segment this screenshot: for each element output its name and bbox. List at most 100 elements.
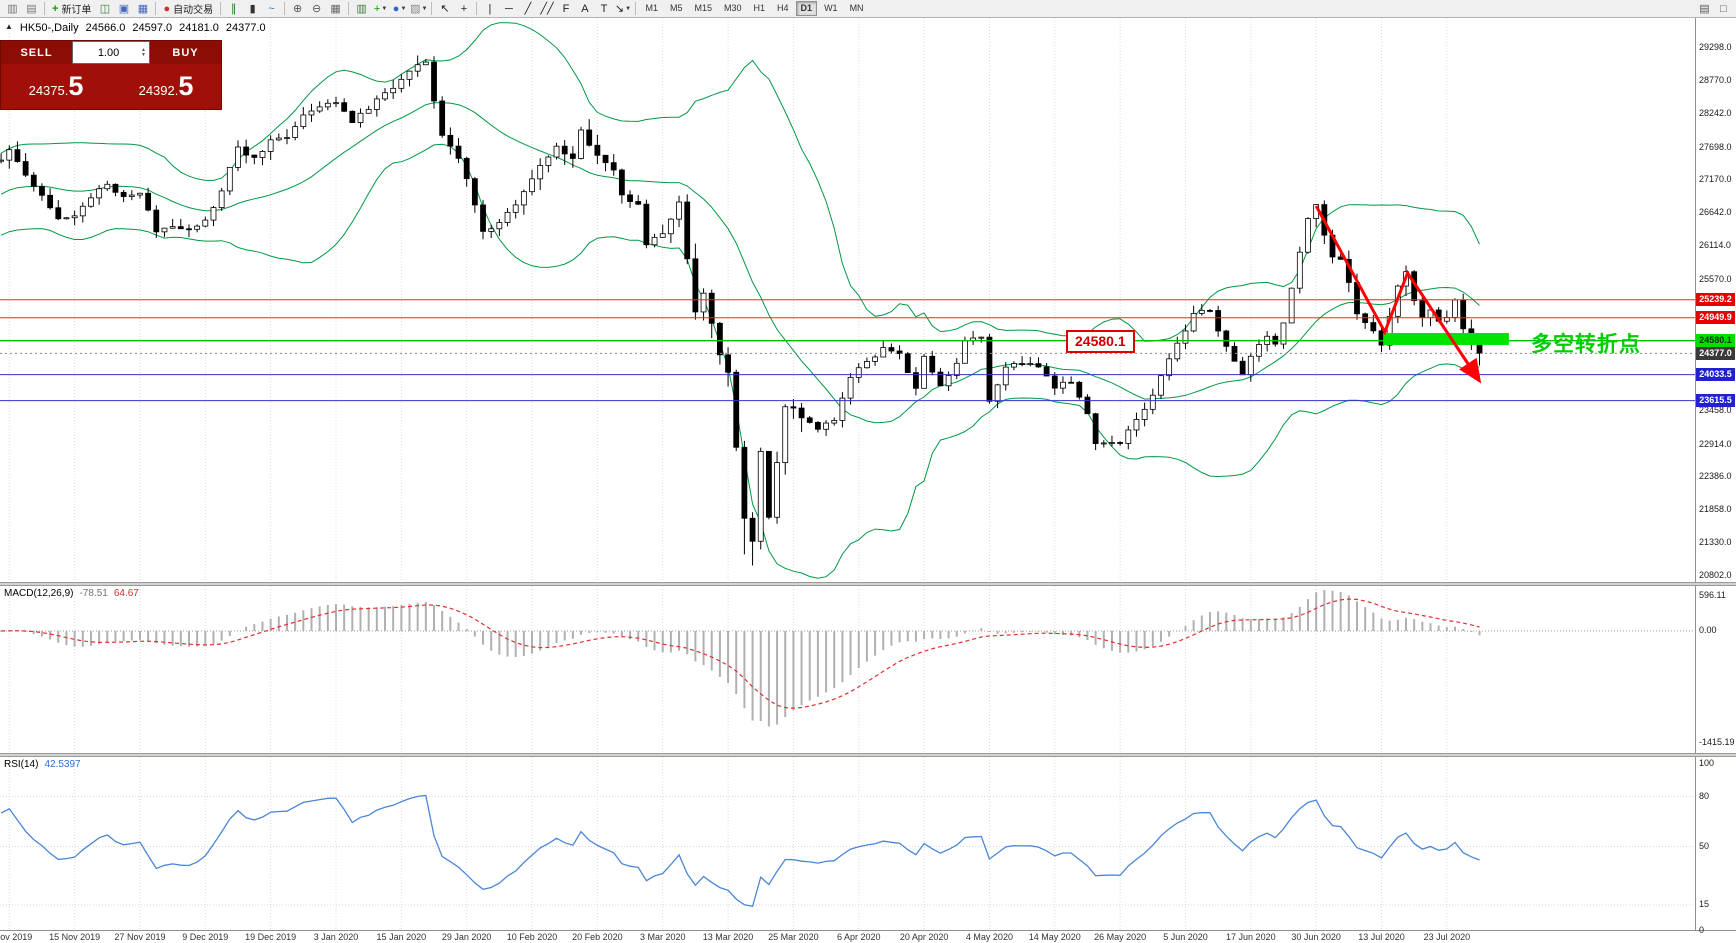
rsi-line — [0, 794, 1480, 908]
ohlc-low: 24181.0 — [179, 22, 219, 34]
arrows-icon[interactable]: ↘ ▼ — [614, 2, 632, 15]
toolbar-separator — [431, 2, 433, 15]
price-axis[interactable] — [1695, 18, 1736, 930]
sell-price[interactable]: 24375. 5 — [1, 73, 111, 100]
rsi-header: RSI(14) 42.5397 — [4, 759, 81, 770]
print-icon[interactable]: ▤ — [1699, 2, 1710, 15]
label-icon[interactable]: T — [600, 2, 608, 15]
ohlc-high: 24597.0 — [132, 22, 173, 34]
timeframe-M30[interactable]: M30 — [724, 3, 742, 13]
symbol-header: ▲ HK50-,Daily 24566.0 24597.0 24181.0 24… — [5, 22, 266, 34]
macd-signal-line — [1, 598, 1480, 709]
rsi-title: RSI(14) — [4, 759, 39, 770]
sell-price-small: 24375. — [28, 83, 69, 98]
periods-icon[interactable]: ● ▼ — [392, 2, 407, 15]
ohlc-open: 24566.0 — [85, 22, 126, 34]
timeframe-H4[interactable]: H4 — [777, 3, 789, 13]
bollinger-lower-band — [0, 143, 1480, 579]
rsi-value: 42.5397 — [44, 759, 81, 770]
rsi-panel — [0, 794, 1695, 908]
text-icon[interactable]: A — [581, 2, 589, 15]
macd-value-signal: 64.67 — [113, 588, 139, 599]
sell-price-big: 5 — [68, 71, 84, 101]
timeframe-M5[interactable]: M5 — [669, 3, 683, 13]
macd-panel — [0, 590, 1695, 727]
auto-trading-button-icon: ● — [163, 2, 171, 15]
macd-title: MACD(12,26,9) — [4, 588, 74, 599]
turning-point-text[interactable]: 多空转折点 — [1531, 333, 1641, 356]
volume-input[interactable]: 1.00 ▲ ▼ — [72, 41, 150, 64]
macd-value-main: -78.51 — [79, 588, 108, 599]
full-screen-icon[interactable]: □ — [1720, 2, 1727, 15]
price-callout-label[interactable]: 24580.1 — [1066, 330, 1135, 353]
buy-price-big: 5 — [178, 71, 194, 101]
new-chart-icon[interactable]: ▥ — [7, 2, 18, 15]
volume-value[interactable]: 1.00 — [97, 46, 120, 59]
grid-lines — [8, 18, 1448, 930]
timeframe-MN[interactable]: MN — [849, 3, 864, 13]
toolbar-right-group: ▤ □ — [1695, 1, 1733, 17]
toolbar-separator — [635, 2, 637, 15]
turning-point-band — [1383, 332, 1509, 345]
timeframe-H1[interactable]: H1 — [753, 3, 766, 13]
bar-chart-icon[interactable]: ∥ — [230, 2, 237, 15]
auto-trading-button[interactable]: ● 自动交易 — [159, 1, 217, 17]
symbol-name: HK50-,Daily — [19, 22, 79, 34]
new-order-button[interactable]: + 新订单 — [48, 1, 95, 17]
auto-trading-button-label: 自动交易 — [173, 5, 214, 16]
new-order-button-label: 新订单 — [61, 5, 92, 16]
panel-separator-macd[interactable] — [0, 582, 1736, 586]
new-order-button-icon: + — [52, 2, 59, 15]
timeframe-M1[interactable]: M1 — [645, 3, 658, 13]
buy-price-small: 24392. — [138, 83, 179, 98]
bollinger-upper-band — [0, 22, 1480, 342]
timeframe-W1[interactable]: W1 — [824, 3, 838, 13]
chart-list-icon[interactable]: ▤ — [26, 2, 37, 15]
buy-price[interactable]: 24392. 5 — [111, 73, 221, 100]
toolbar: ▥ ▤ + 新订单 ◫ ▣ ▦ ● 自动交易 ∥ ▮ ~ ⊕ ⊖ ▦ ▥ + ▼ ● ▼ ▨ ▼ ↖ + | ─ ╱ ╱╱ F A T ↘ ▼ … — [0, 0, 1736, 18]
timeframe-toolbar: M1 M5 M15 M30 H1 H4 D1 W1 MN — [639, 1, 869, 16]
timeframe-D1[interactable]: D1 — [795, 1, 818, 16]
toolbar-separator — [284, 2, 286, 15]
templates-icon[interactable]: ▨ ▼ — [410, 2, 428, 15]
time-axis[interactable] — [0, 930, 1736, 943]
macd-header: MACD(12,26,9) -78.51 64.67 — [4, 588, 139, 599]
buy-button[interactable]: BUY — [150, 41, 221, 64]
one-click-trading-panel: SELL 1.00 ▲ ▼ BUY 24375. 5 24392. 5 — [0, 40, 222, 110]
candlestick-chart-icon[interactable]: ▮ — [249, 2, 256, 15]
chart-window-icon[interactable]: ◫ — [99, 2, 111, 15]
crosshair-icon[interactable]: + — [460, 2, 468, 15]
cursor-icon[interactable]: ↖ — [440, 2, 450, 15]
fibonacci-icon[interactable]: F — [562, 2, 570, 15]
trend-zigzag-arrow — [1314, 205, 1482, 384]
volume-stepper-icon[interactable]: ▲ ▼ — [141, 46, 146, 58]
sell-button[interactable]: SELL — [1, 41, 72, 64]
timeframe-M15[interactable]: M15 — [694, 3, 712, 13]
data-window-icon[interactable]: ▦ — [137, 2, 149, 15]
horizontal-line-icon[interactable]: ─ — [505, 2, 513, 15]
vertical-line-icon[interactable]: | — [488, 2, 492, 15]
toolbar-left-group: ▥ ▤ + 新订单 ◫ ▣ ▦ ● 自动交易 ∥ ▮ ~ ⊕ ⊖ ▦ ▥ + ▼ ● ▼ ▨ ▼ ↖ + | ─ ╱ ╱╱ F A T ↘ ▼ — [3, 1, 639, 17]
line-chart-icon[interactable]: ~ — [268, 2, 275, 15]
toolbar-separator — [220, 2, 222, 15]
zoom-out-icon[interactable]: ⊖ — [311, 2, 322, 15]
indicators-icon[interactable]: + ▼ — [373, 2, 388, 15]
panel-separator-rsi[interactable] — [0, 753, 1736, 757]
zoom-in-icon[interactable]: ⊕ — [292, 2, 303, 15]
profiles-icon[interactable]: ▣ — [118, 2, 130, 15]
trendline-icon[interactable]: ╱ — [524, 2, 532, 15]
toolbar-separator — [155, 2, 157, 15]
ohlc-close: 24377.0 — [225, 22, 266, 34]
candles — [0, 55, 1483, 566]
grid-icon[interactable]: ▦ — [330, 2, 341, 15]
channel-icon[interactable]: ╱╱ — [540, 2, 554, 15]
toolbar-separator — [44, 2, 45, 15]
toolbar-separator — [348, 2, 350, 15]
bollinger-middle-band — [0, 102, 1480, 424]
tile-windows-icon[interactable]: ▥ — [356, 2, 367, 15]
object-anchor-icon: ▲ — [5, 22, 13, 31]
main-chart-panel — [0, 22, 1695, 579]
toolbar-separator — [476, 2, 478, 15]
